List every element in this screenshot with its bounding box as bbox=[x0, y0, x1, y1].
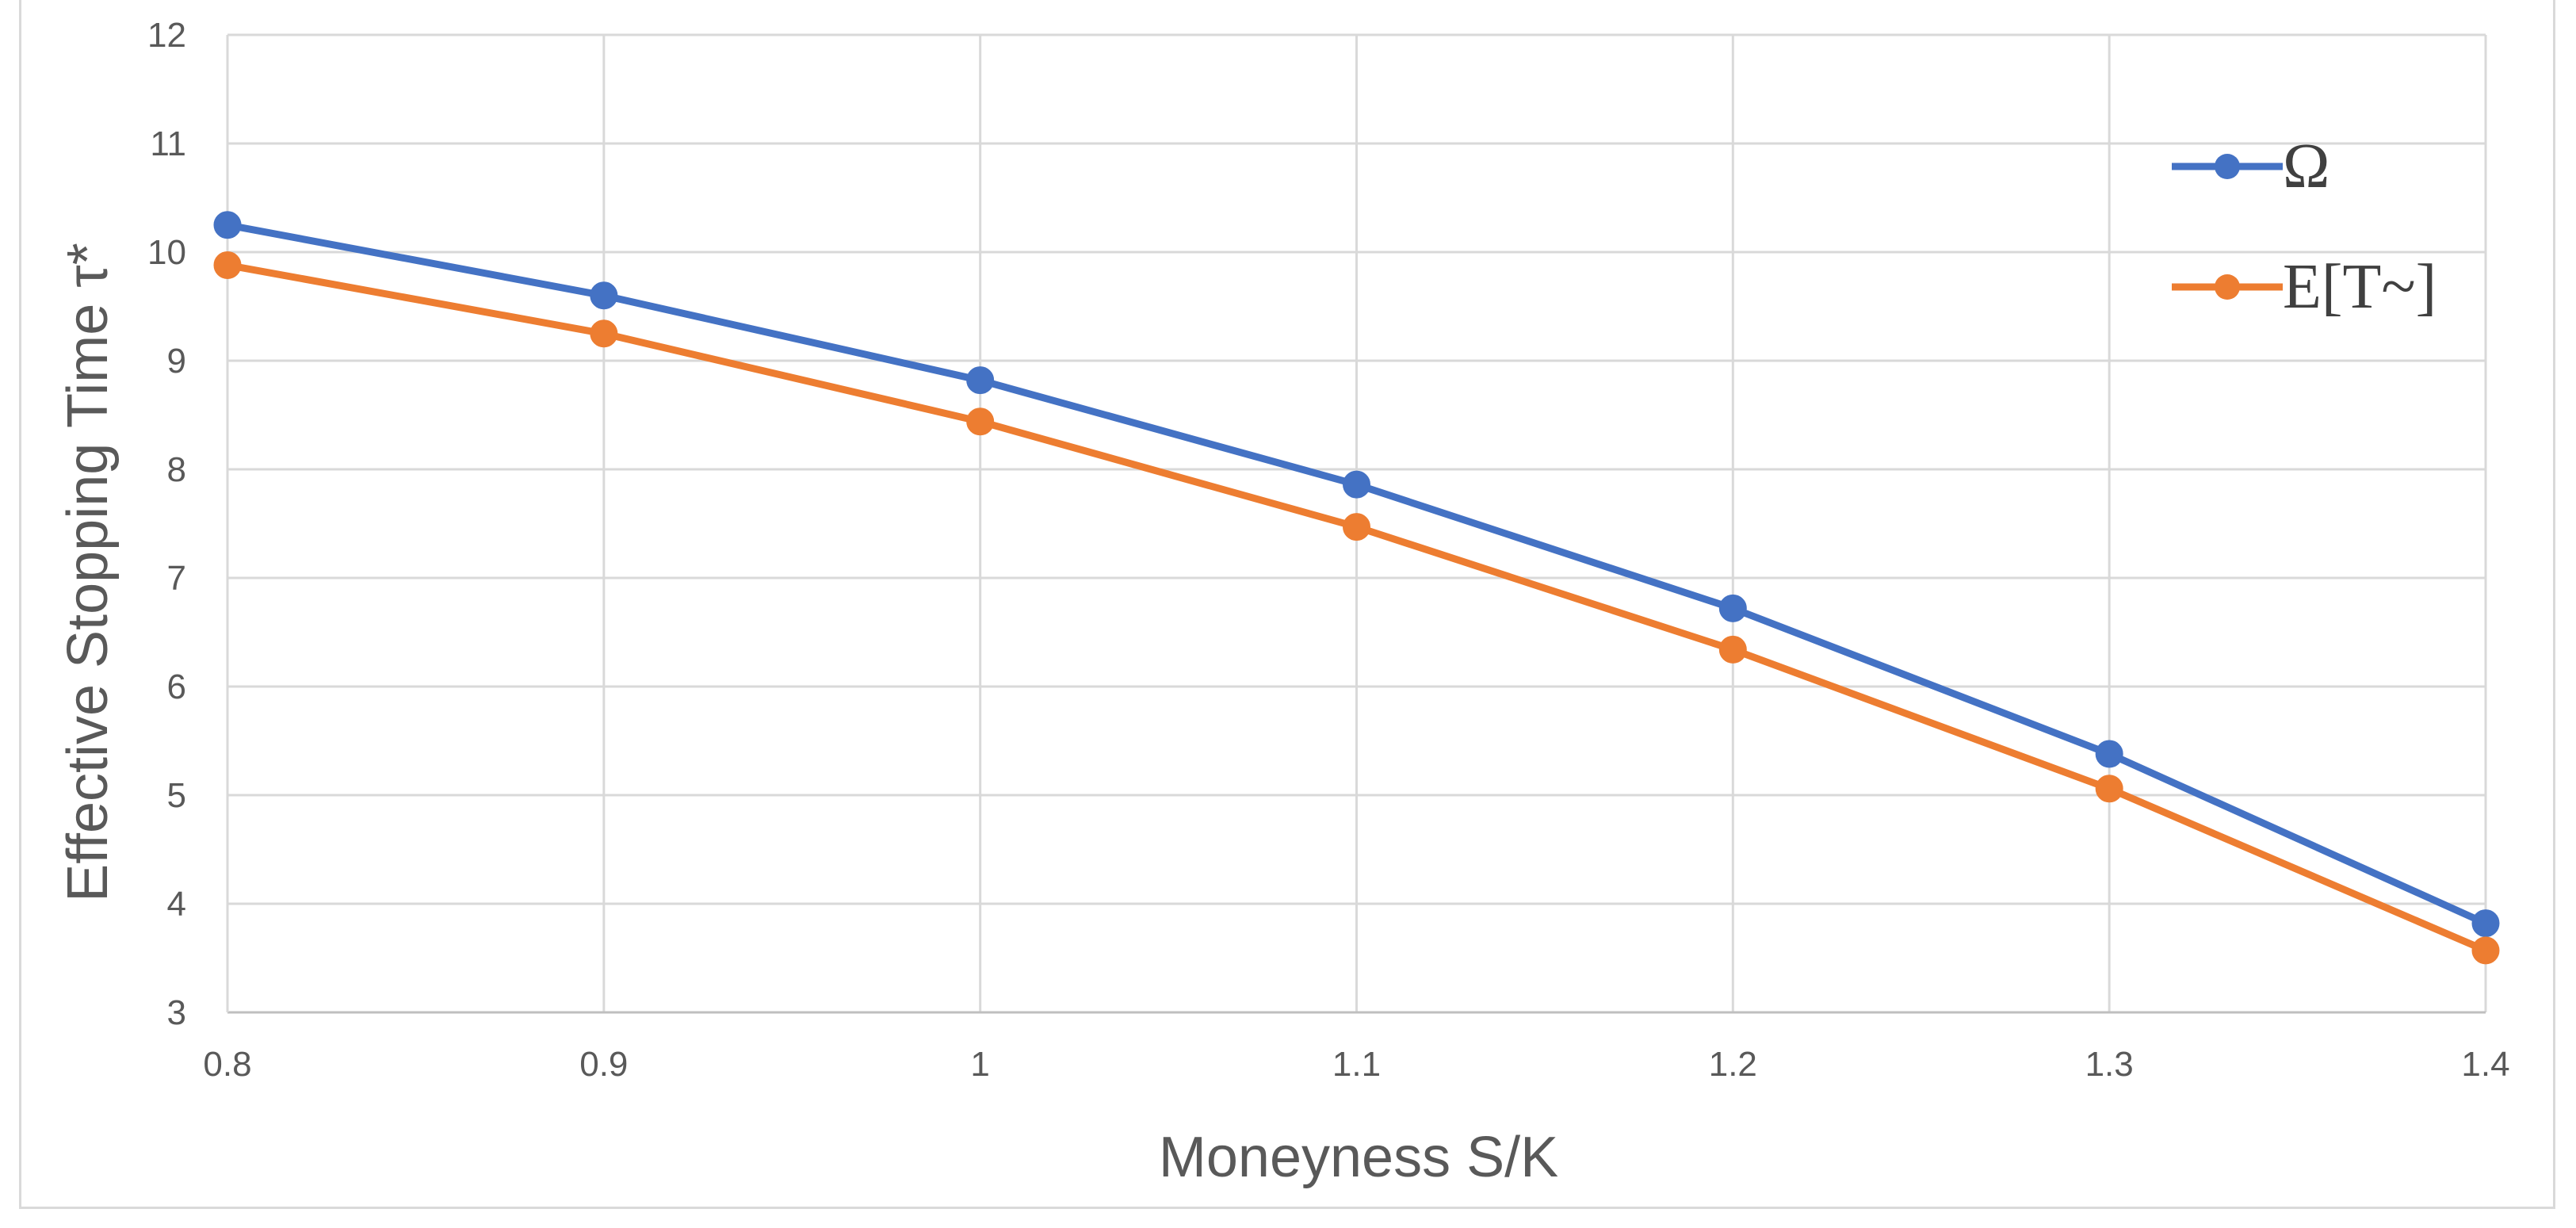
x-tick-label: 1.2 bbox=[1709, 1045, 1757, 1084]
chart-frame bbox=[19, 0, 2555, 1209]
series-0-point bbox=[2471, 909, 2500, 938]
series-0-point bbox=[213, 211, 242, 239]
y-tick-label: 4 bbox=[167, 885, 186, 924]
series-1-point bbox=[966, 407, 995, 436]
legend-item-0: Ω bbox=[2172, 132, 2329, 201]
legend: Ω E[T~] bbox=[2172, 132, 2436, 322]
x-tick-label: 1.4 bbox=[2461, 1045, 2509, 1084]
legend-item-1: E[T~] bbox=[2172, 252, 2436, 322]
y-tick-label: 7 bbox=[167, 559, 186, 598]
x-tick-label: 1.3 bbox=[2085, 1045, 2134, 1084]
axes bbox=[226, 35, 2486, 1014]
y-tick-label: 3 bbox=[167, 993, 186, 1032]
y-tick-label: 5 bbox=[167, 776, 186, 815]
y-axis-title: Effective Stopping Time τ* bbox=[56, 243, 120, 902]
y-tick-label: 11 bbox=[150, 124, 186, 163]
x-tick-label: 0.9 bbox=[579, 1045, 628, 1084]
series-0-point bbox=[2095, 740, 2123, 768]
series-0-point bbox=[1718, 594, 1747, 622]
series-0-point bbox=[966, 366, 995, 395]
series-0-point bbox=[1343, 470, 1370, 499]
series-1-point bbox=[2095, 775, 2123, 803]
legend-swatch-marker bbox=[2215, 274, 2240, 300]
legend-label: E[T~] bbox=[2283, 252, 2436, 322]
legend-label: Ω bbox=[2283, 132, 2329, 201]
y-tick-label: 10 bbox=[147, 233, 186, 272]
x-axis-title: Moneyness S/K bbox=[1159, 1126, 1558, 1189]
y-tick-label: 6 bbox=[167, 668, 186, 706]
x-tick-label: 1 bbox=[970, 1045, 989, 1084]
y-tick-label: 9 bbox=[167, 342, 186, 381]
tick-labels: 3 4 5 6 7 8 9 10 11 12 0.8 0.9 1 1.1 1.2 1.3 1.4 bbox=[147, 16, 2510, 1084]
series-1-point bbox=[590, 319, 618, 348]
x-tick-label: 1.1 bbox=[1332, 1045, 1381, 1084]
series-1-point bbox=[1343, 513, 1370, 541]
y-tick-label: 12 bbox=[147, 16, 186, 55]
series-1-point bbox=[213, 251, 242, 279]
legend-swatch-marker bbox=[2215, 154, 2240, 179]
series-1-point bbox=[2471, 936, 2500, 965]
y-tick-label: 8 bbox=[167, 450, 186, 489]
series-0-point bbox=[590, 281, 618, 310]
series-lines bbox=[213, 211, 2500, 965]
x-tick-label: 0.8 bbox=[203, 1045, 251, 1084]
series-1-point bbox=[1718, 635, 1747, 664]
